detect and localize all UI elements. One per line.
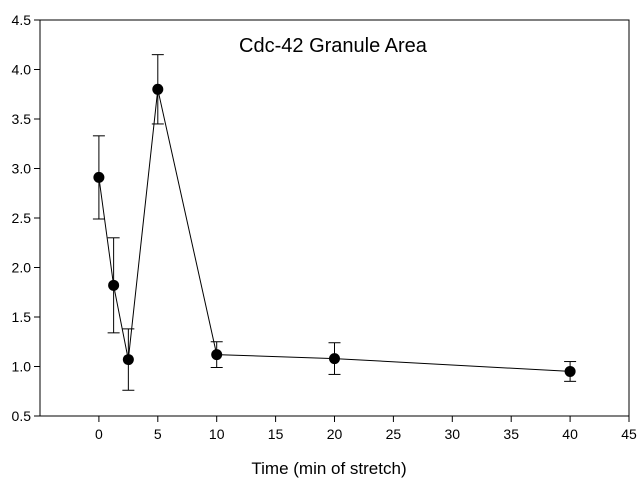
data-point — [122, 354, 134, 366]
data-point — [108, 279, 120, 291]
x-tick-label: 5 — [154, 426, 162, 442]
data-point — [329, 353, 340, 365]
y-tick-label: 4.0 — [12, 62, 32, 78]
x-tick-label: 35 — [503, 426, 519, 442]
y-tick-label: 3.5 — [12, 111, 32, 127]
data-point — [152, 83, 164, 95]
y-tick-label: 0.5 — [12, 408, 32, 424]
y-tick-label: 2.0 — [12, 260, 32, 276]
x-tick-label: 45 — [621, 426, 637, 442]
x-tick-label: 30 — [445, 426, 461, 442]
x-tick-label: 0 — [95, 426, 103, 442]
x-tick-label: 20 — [327, 426, 343, 442]
data-point — [93, 171, 105, 183]
y-tick-label: 2.5 — [12, 210, 32, 226]
data-point — [211, 349, 223, 361]
ticks: 0 5 10 15 20 25 30 35 40 45 0.5 1.0 1.5 2.0 2.5 3.0 3.5 4… — [12, 12, 637, 442]
x-tick-label: 15 — [268, 426, 284, 442]
y-tick-label: 3.0 — [12, 161, 32, 177]
x-tick-label: 40 — [562, 426, 578, 442]
y-tick-label: 4.5 — [12, 12, 32, 28]
series-line — [98, 89, 571, 372]
x-tick-label: 10 — [209, 426, 225, 442]
data-series — [92, 54, 577, 391]
x-tick-label: 25 — [386, 426, 402, 442]
y-tick-label: 1.0 — [12, 359, 32, 375]
data-point — [564, 365, 576, 377]
x-axis-label: Time (min of stretch) — [251, 459, 406, 478]
y-tick-label: 1.5 — [12, 309, 32, 325]
chart-title: Cdc-42 Granule Area — [239, 35, 428, 57]
